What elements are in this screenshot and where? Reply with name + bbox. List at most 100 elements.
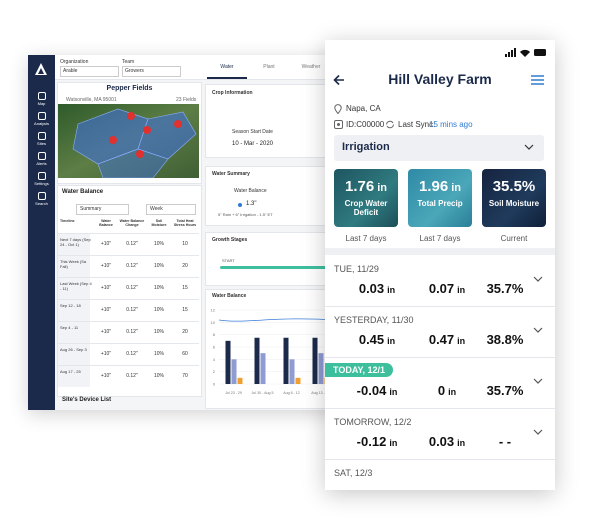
row-line bbox=[58, 255, 199, 256]
sidebar-icon[interactable] bbox=[38, 192, 46, 200]
metric-card: 1.76 in Crop Water Deficit bbox=[334, 169, 398, 227]
map[interactable] bbox=[58, 104, 199, 178]
back-button[interactable] bbox=[333, 74, 345, 86]
day-value: 38.8% bbox=[465, 332, 545, 347]
sidebar-icon[interactable] bbox=[38, 92, 46, 100]
top-bar bbox=[55, 55, 340, 80]
table-cell: 0.12" bbox=[126, 263, 138, 269]
sidebar-icon[interactable] bbox=[38, 132, 46, 140]
row-head-bg bbox=[58, 366, 90, 387]
sidebar-icon[interactable] bbox=[38, 152, 46, 160]
value-number: 0 bbox=[437, 383, 446, 398]
bar bbox=[283, 337, 289, 384]
row-line bbox=[58, 365, 199, 366]
table-header: Soil Moisture bbox=[151, 219, 167, 227]
tab[interactable]: Water bbox=[220, 64, 234, 70]
card-value: 35.5% bbox=[482, 178, 546, 195]
sidebar-icon[interactable] bbox=[38, 172, 46, 180]
day-label: TOMORROW, 12/2 bbox=[334, 417, 412, 427]
table-cell: 60 bbox=[182, 351, 188, 357]
bullet bbox=[238, 203, 242, 207]
value-number: -0.04 bbox=[356, 383, 387, 398]
table-cell: Aug 26 - Sep 3 bbox=[60, 347, 87, 352]
sidebar-label: Settings bbox=[34, 181, 49, 186]
growth-bar bbox=[220, 266, 335, 269]
table-cell: 0.12" bbox=[126, 307, 138, 313]
tab[interactable]: Weather bbox=[301, 64, 321, 70]
farm-id: ID:C00000 bbox=[346, 120, 385, 129]
expand-chevron[interactable] bbox=[533, 276, 543, 283]
y-tick-label: 4 bbox=[213, 357, 216, 362]
expand-chevron[interactable] bbox=[533, 378, 543, 385]
summary-label: Water Balance bbox=[234, 188, 267, 194]
table-cell: +10" bbox=[100, 307, 112, 313]
view-select[interactable]: Summary bbox=[76, 204, 129, 215]
sidebar-label: Search bbox=[35, 201, 48, 206]
card-label: Total Precip bbox=[417, 199, 463, 208]
card-period: Last 7 days bbox=[345, 234, 387, 243]
table-cell: 0.12" bbox=[126, 351, 138, 357]
tab[interactable]: Plant bbox=[263, 64, 275, 70]
sidebar-icon[interactable] bbox=[38, 112, 46, 120]
row-line bbox=[58, 321, 199, 322]
expand-chevron[interactable] bbox=[533, 429, 543, 436]
x-tick-label: Aug 13 - 19 bbox=[311, 391, 330, 395]
value-number: 0.47 bbox=[428, 332, 455, 347]
value-unit: in bbox=[457, 336, 466, 346]
table-cell: Sep 4 - 11 bbox=[60, 325, 79, 330]
trend-line bbox=[218, 318, 336, 322]
bar bbox=[225, 340, 231, 384]
device-list-title: Site's Device List bbox=[62, 397, 112, 403]
table-cell: 10% bbox=[153, 307, 164, 313]
x-tick-label: Aug 6 - 12 bbox=[283, 391, 300, 395]
status-icons bbox=[505, 48, 546, 57]
sidebar-label: Alerts bbox=[36, 161, 47, 166]
card-value: 1.96 in bbox=[408, 178, 472, 195]
value-unit: in bbox=[389, 438, 398, 448]
id-icon bbox=[334, 120, 343, 129]
table-cell: 10% bbox=[153, 285, 164, 291]
menu-button[interactable] bbox=[531, 75, 544, 85]
table-cell: 10% bbox=[153, 263, 164, 269]
bar bbox=[289, 359, 295, 384]
season-label: Season Start Date bbox=[232, 129, 273, 135]
dropdown[interactable] bbox=[334, 135, 544, 161]
row-divider bbox=[325, 306, 555, 307]
value-number: 0.03 bbox=[358, 281, 385, 296]
period-select[interactable]: Week bbox=[146, 204, 196, 215]
y-tick-label: 6 bbox=[213, 345, 216, 350]
value-number: -0.12 bbox=[356, 434, 387, 449]
value-number: - - bbox=[498, 434, 512, 449]
tab-underline bbox=[207, 77, 247, 79]
table-cell: 20 bbox=[182, 329, 188, 335]
day-value: -0.12 in bbox=[337, 434, 417, 449]
location: Napa, CA bbox=[346, 104, 381, 113]
value-number: 0.03 bbox=[428, 434, 455, 449]
dropdown-chevron bbox=[524, 144, 534, 150]
table-header: Total Heat Stress Hours bbox=[173, 219, 197, 227]
card-unit: in bbox=[377, 182, 387, 194]
org-select[interactable]: Arable bbox=[60, 66, 119, 77]
phone-title: Hill Valley Farm bbox=[388, 71, 492, 87]
table-cell: 0.12" bbox=[126, 329, 138, 335]
expand-chevron[interactable] bbox=[533, 327, 543, 334]
x-tick-label: Jul 23 - 29 bbox=[225, 391, 242, 395]
table-cell: 0.12" bbox=[126, 285, 138, 291]
table-cell: 10 bbox=[182, 241, 188, 247]
team-select[interactable]: Growers bbox=[122, 66, 181, 77]
day-label: TUE, 11/29 bbox=[334, 264, 379, 274]
sync-value: 15 mins ago bbox=[429, 120, 473, 129]
card-unit: in bbox=[451, 182, 461, 194]
day-value: 0 in bbox=[407, 383, 487, 398]
table-cell: Aug 17 - 25 bbox=[60, 369, 81, 374]
day-value: 0.03 in bbox=[337, 281, 417, 296]
water-balance-title: Water Balance bbox=[62, 189, 104, 195]
table-cell: This Week (Sa Fall) bbox=[60, 259, 87, 269]
table-cell: +10" bbox=[100, 263, 112, 269]
bar bbox=[318, 353, 324, 384]
summary-title: Water Summary bbox=[212, 171, 250, 177]
table-cell: Last Week (Sep 4 - 11) bbox=[60, 281, 92, 291]
growth-start: START bbox=[222, 258, 235, 263]
